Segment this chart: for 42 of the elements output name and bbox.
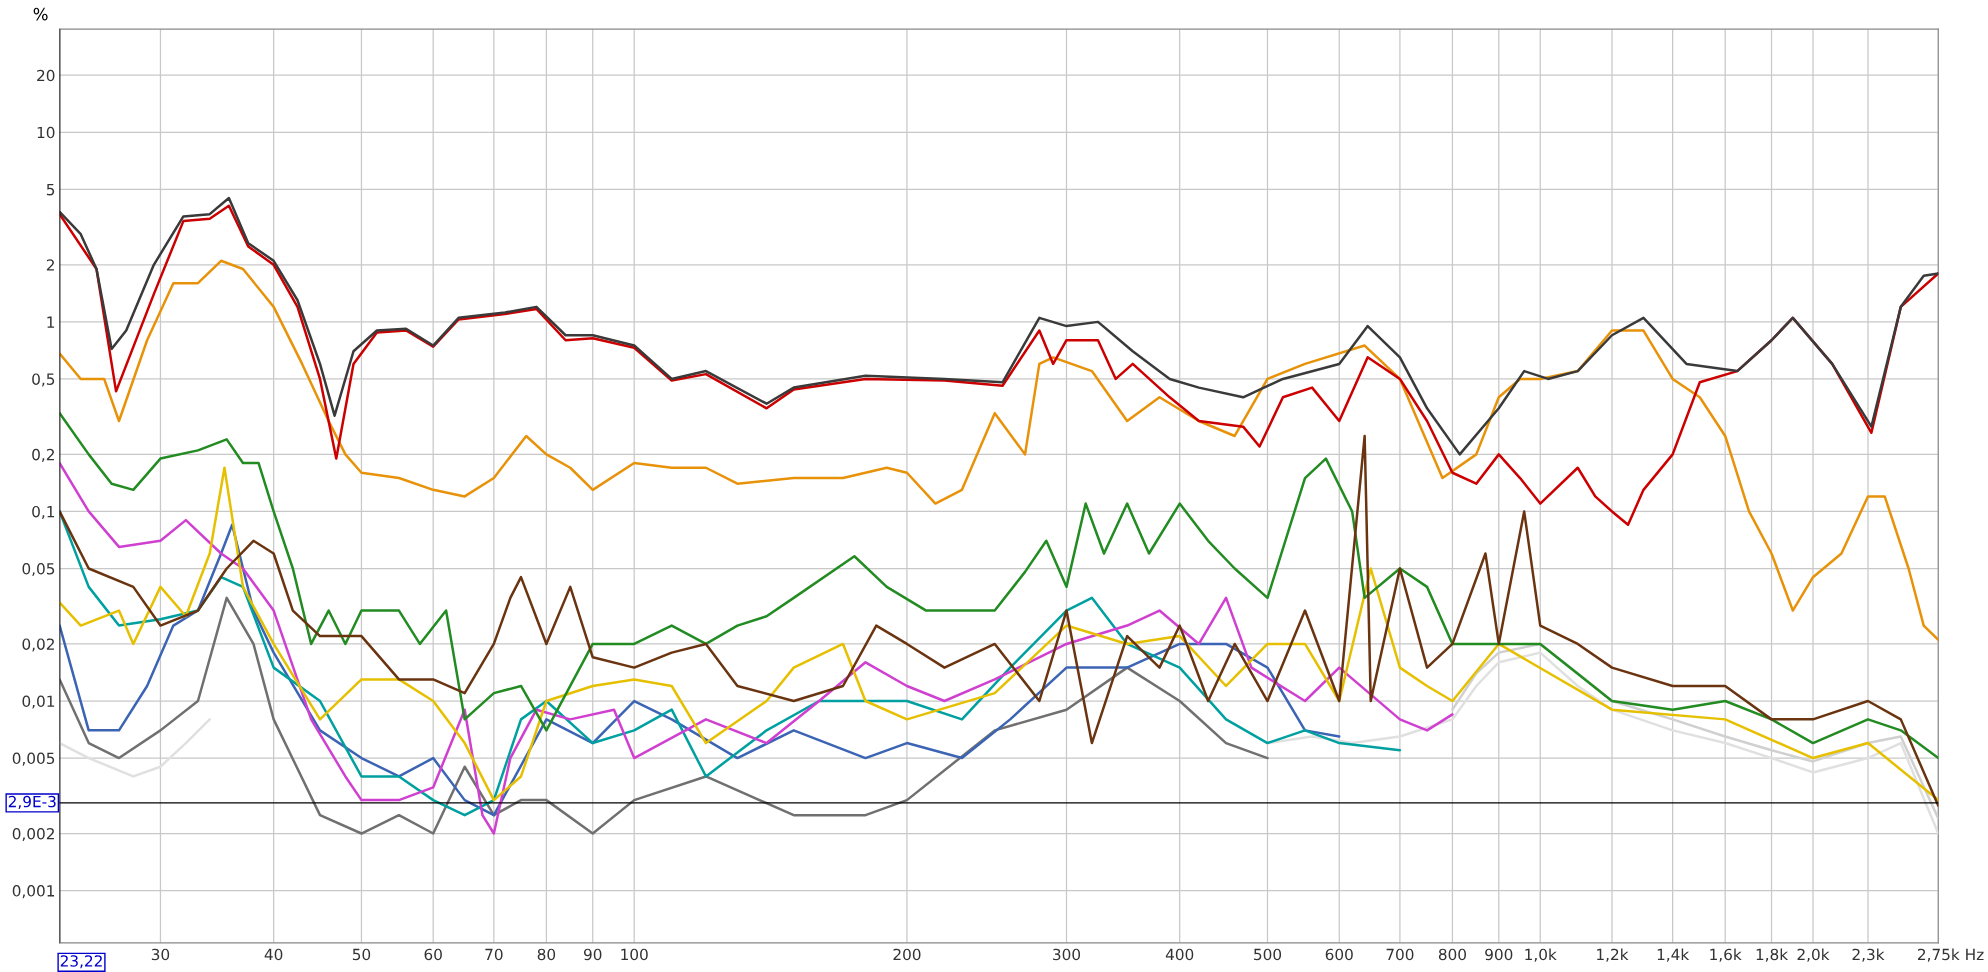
y-tick-label: 0,005 <box>12 752 55 766</box>
x-tick-label: 400 <box>1165 948 1194 961</box>
y-tick-label: 5 <box>46 184 55 196</box>
x-tick-label: 800 <box>1438 948 1466 961</box>
x-tick-label: 80 <box>537 948 556 961</box>
x-tick-label: 2,0k <box>1797 948 1830 962</box>
x-tick-label: 90 <box>583 948 602 961</box>
x-tick-label: 100 <box>621 948 648 961</box>
y-tick-label: 0,001 <box>12 885 55 899</box>
x-tick-label: 2,3k <box>1852 948 1885 962</box>
ref-line-label: 2,9E-3 <box>8 795 56 809</box>
x-tick-label: 60 <box>424 948 442 961</box>
y-tick-label: 0,1 <box>32 505 55 520</box>
y-tick-label: 20 <box>37 69 55 82</box>
x-tick-label: 2,75k <box>1917 948 1960 962</box>
y-tick-label: 0,01 <box>22 695 55 709</box>
x-tick-label: 600 <box>1325 948 1353 961</box>
y-tick-label: 0,5 <box>32 373 55 387</box>
y-tick-label: 0,05 <box>22 562 55 577</box>
y-tick-label: 0,2 <box>32 448 54 462</box>
x-tick-label: 1,4k <box>1657 948 1690 962</box>
x-tick-label: 50 <box>352 948 371 961</box>
x-tick-label: 1,8k <box>1756 948 1789 962</box>
x-tick-label: 300 <box>1053 948 1081 961</box>
x-tick-label: 1,6k <box>1710 948 1742 962</box>
x-tick-label: 40 <box>264 948 283 961</box>
x-tick-label: 700 <box>1386 948 1414 961</box>
y-tick-label: 0,002 <box>12 827 54 842</box>
y-tick-label: 0,02 <box>22 638 54 652</box>
ref-line-label: 23,22 <box>60 955 102 969</box>
x-tick-label: 1,0k <box>1525 948 1557 962</box>
y-axis-title: % <box>33 7 48 21</box>
y-tick-label: 1 <box>47 316 55 328</box>
x-tick-label: 30 <box>151 948 170 961</box>
x-tick-label: 200 <box>893 948 921 961</box>
x-tick-label: 500 <box>1254 948 1282 961</box>
x-axis-title: Hz <box>1966 948 1984 960</box>
x-tick-label: 70 <box>485 948 503 961</box>
y-tick-label: 2 <box>46 259 54 271</box>
x-tick-label: 1,2k <box>1597 948 1629 962</box>
y-tick-label: 10 <box>37 126 55 139</box>
x-tick-label: 900 <box>1485 948 1513 961</box>
